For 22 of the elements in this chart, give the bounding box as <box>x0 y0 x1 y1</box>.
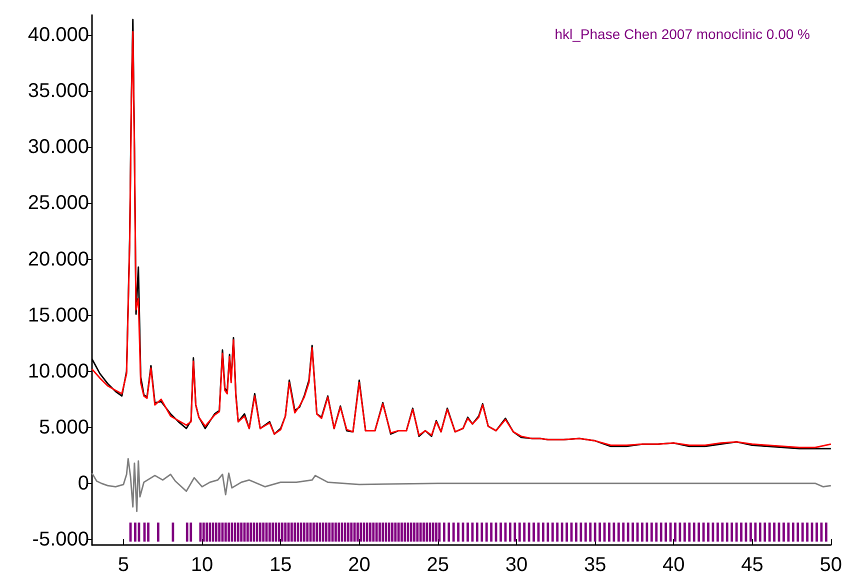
y-tick-label: 10.000 <box>28 360 89 382</box>
y-tick-label: 30.000 <box>28 136 89 158</box>
x-tick-label: 45 <box>741 554 764 576</box>
x-tick-label: 30 <box>505 554 528 576</box>
x-tick-label: 15 <box>270 554 292 576</box>
y-tick-label: 40.000 <box>28 24 89 46</box>
x-tick-label: 50 <box>820 554 842 576</box>
y-tick-label: 20.000 <box>28 248 89 270</box>
x-tick-label: 40 <box>662 554 685 576</box>
text: hkl_Phase Chen 2007 monoclinic 0.00 % <box>554 26 810 42</box>
y-tick-label: -5.000 <box>32 528 89 550</box>
y-tick-label: 15.000 <box>28 304 89 326</box>
line-series <box>91 458 832 512</box>
x-tick-label: 5 <box>118 554 130 576</box>
y-tick-label: 25.000 <box>28 192 89 214</box>
y-tick-label: 5.000 <box>38 416 89 438</box>
x-tick-label: 25 <box>426 554 449 576</box>
x-tick-label: 10 <box>190 554 214 576</box>
y-tick-label: 0 <box>78 472 89 494</box>
x-tick-label: 20 <box>348 554 370 576</box>
x-tick-label: 35 <box>584 554 606 576</box>
y-tick-label: 35.000 <box>28 80 89 102</box>
